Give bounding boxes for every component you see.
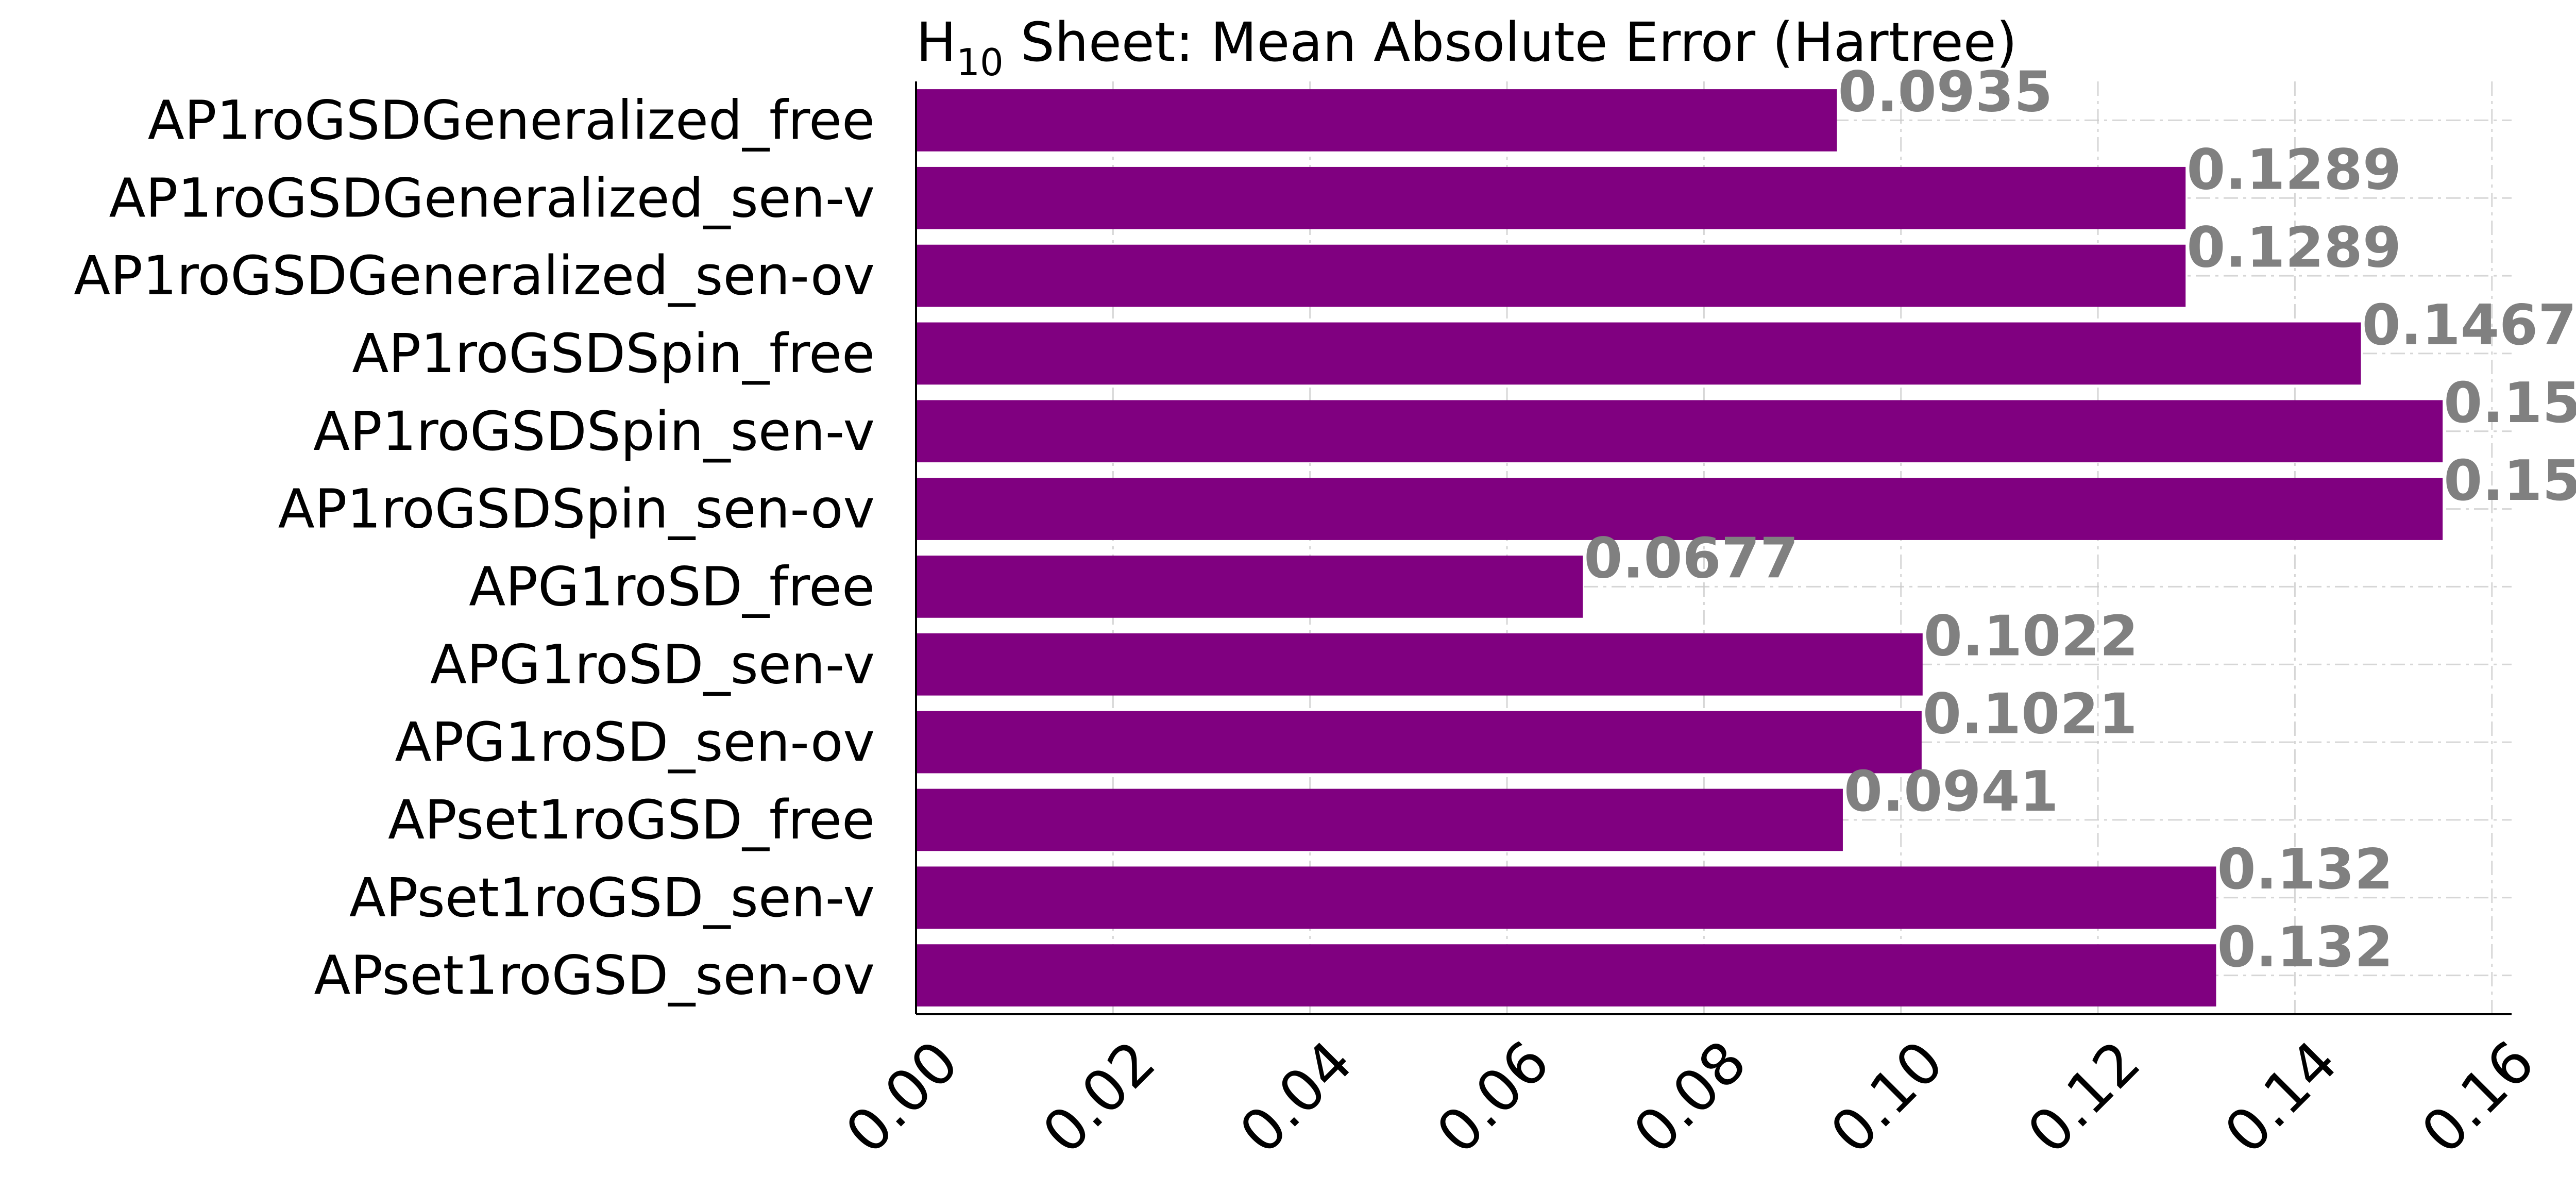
category-label: APG1roSD_sen-v	[430, 633, 875, 696]
x-tick-label: 0.16	[2409, 1028, 2547, 1166]
chart-title-prefix: H	[916, 11, 956, 74]
x-tick-label: 0.08	[1621, 1028, 1759, 1166]
category-label: APset1roGSD_sen-ov	[314, 944, 875, 1007]
value-label: 0.1289	[2187, 138, 2401, 202]
bar	[916, 89, 1837, 152]
chart-title-suffix: Sheet: Mean Absolute Error (Hartree)	[1004, 11, 2017, 74]
bar	[916, 166, 2186, 229]
value-label: 0.132	[2217, 837, 2393, 902]
x-tick-label: 0.02	[1030, 1028, 1168, 1166]
value-label: 0.155	[2444, 371, 2576, 435]
bar	[916, 944, 2216, 1007]
value-label: 0.132	[2217, 915, 2393, 980]
bar	[916, 556, 1583, 618]
category-label: AP1roGSDGeneralized_free	[148, 89, 875, 152]
category-label: AP1roGSDSpin_sen-v	[313, 400, 875, 463]
x-tick-label: 0.06	[1424, 1028, 1562, 1166]
category-label: AP1roGSDSpin_free	[352, 322, 875, 385]
bars	[916, 89, 2443, 1007]
bar	[916, 400, 2443, 463]
x-tick-label: 0.12	[2015, 1028, 2153, 1166]
x-tick-label: 0.00	[833, 1028, 971, 1166]
value-label: 0.1021	[1923, 682, 2138, 746]
value-label: 0.0677	[1584, 527, 1799, 591]
category-label: APG1roSD_sen-ov	[395, 711, 875, 774]
category-label: AP1roGSDGeneralized_sen-ov	[74, 244, 875, 307]
axes	[915, 81, 2512, 1015]
chart-title-subscript: 10	[956, 41, 1004, 84]
category-label: AP1roGSDSpin_sen-ov	[278, 478, 875, 541]
value-label: 0.0935	[1838, 60, 2053, 125]
bar	[916, 322, 2361, 385]
value-label: 0.0941	[1844, 760, 2059, 824]
x-tick-label: 0.04	[1227, 1028, 1365, 1166]
x-tick-label: 0.10	[1818, 1028, 1956, 1166]
bar	[916, 244, 2186, 307]
value-label: 0.1022	[1924, 604, 2139, 668]
value-label: 0.155	[2444, 449, 2576, 513]
bar	[916, 478, 2443, 540]
category-label: AP1roGSDGeneralized_sen-v	[109, 166, 875, 229]
bar	[916, 633, 1923, 696]
value-label: 0.1467	[2362, 293, 2576, 358]
bar	[916, 866, 2216, 929]
x-tick-label: 0.14	[2212, 1028, 2350, 1166]
chart-title: H10 Sheet: Mean Absolute Error (Hartree)	[916, 11, 2017, 84]
bar	[916, 789, 1843, 851]
category-label: APset1roGSD_sen-v	[349, 866, 875, 929]
category-label: APset1roGSD_free	[388, 789, 875, 851]
value-label: 0.1289	[2187, 215, 2401, 280]
category-label: APG1roSD_free	[469, 555, 875, 618]
bar	[916, 711, 1922, 774]
